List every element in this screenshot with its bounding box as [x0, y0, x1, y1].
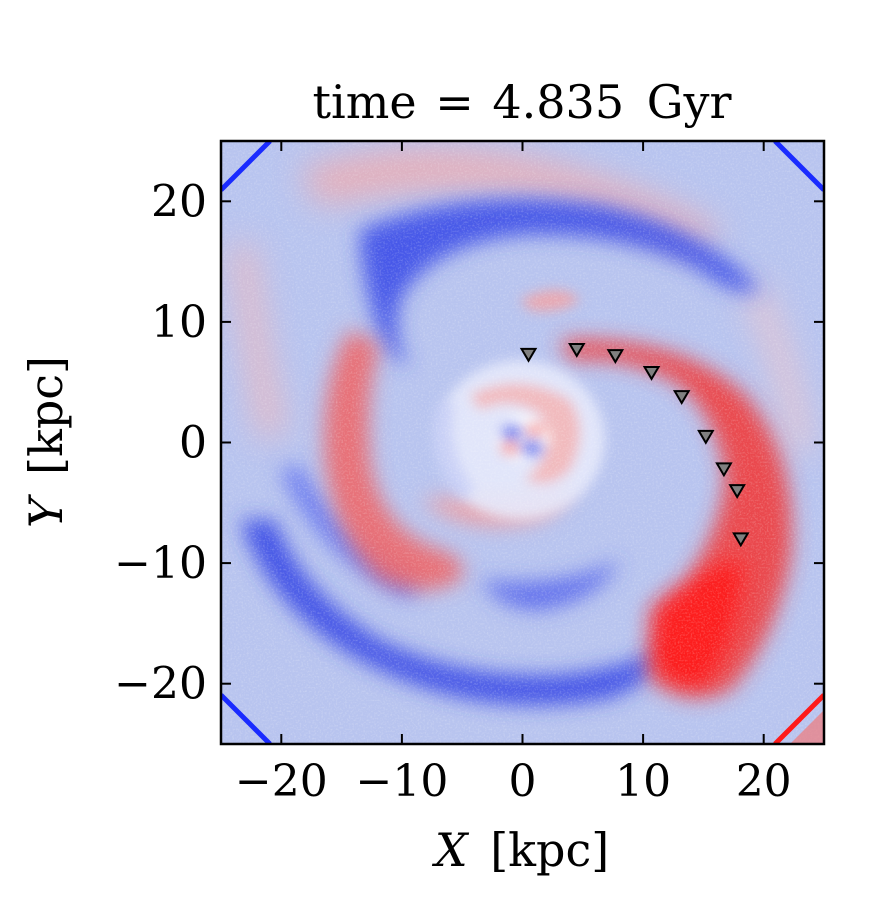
data-point-marker — [715, 462, 733, 478]
x-tick-label: 20 — [736, 756, 792, 807]
data-point-marker — [519, 347, 538, 363]
data-point-marker — [728, 484, 746, 500]
y-axis-ticks: −20 −10 0 10 20 — [114, 176, 824, 710]
x-tick-label: −20 — [235, 756, 328, 807]
x-tick-label: 10 — [615, 756, 671, 807]
x-axis-label: X [kpc] — [432, 823, 609, 877]
data-point-marker — [642, 365, 661, 381]
data-point-marker — [568, 343, 586, 358]
y-axis-label: Y [kpc] — [19, 356, 73, 528]
y-tick-label: −20 — [114, 659, 207, 710]
chart-title: time = 4.835 Gyr — [313, 75, 732, 129]
y-tick-label: 10 — [151, 297, 207, 348]
y-tick-label: −10 — [114, 538, 207, 589]
data-point-marker — [672, 390, 691, 405]
velocity-heatmap — [221, 141, 824, 744]
x-tick-label: −10 — [355, 756, 448, 807]
data-point-marker — [732, 532, 750, 548]
data-point-marker — [606, 349, 625, 364]
y-tick-label: 0 — [179, 418, 207, 469]
y-tick-label: 20 — [151, 176, 207, 227]
marker-group — [519, 343, 750, 548]
data-point-marker — [697, 429, 715, 445]
x-tick-label: 0 — [509, 756, 537, 807]
x-axis-ticks: −20 −10 0 10 20 — [235, 141, 792, 807]
